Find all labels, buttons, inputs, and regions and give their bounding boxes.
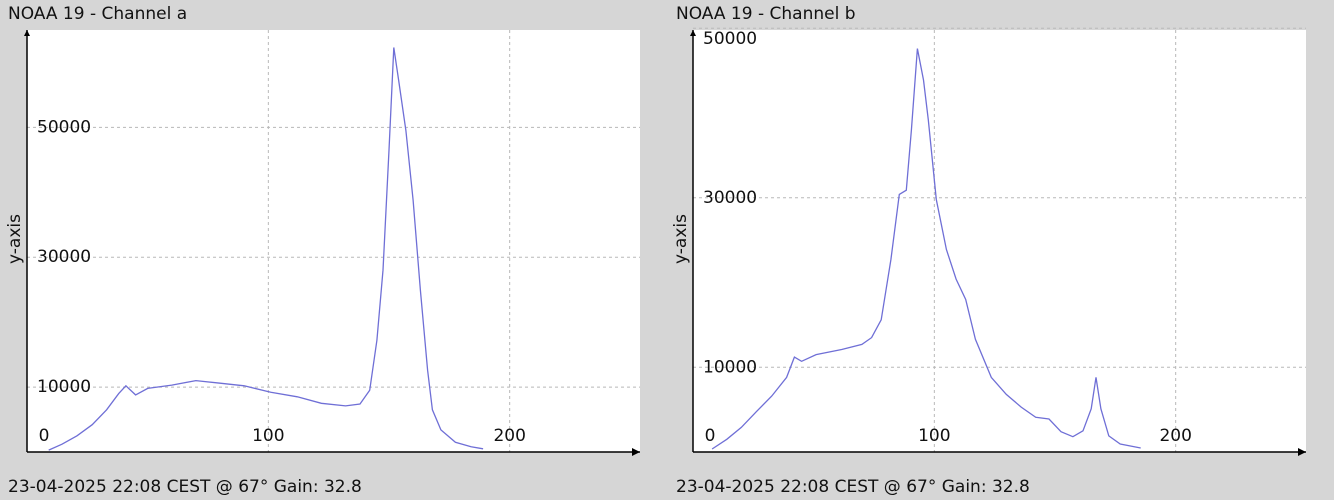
y-tick-label: 50000: [37, 117, 91, 137]
chart-panel: NOAA 19 - Channel a 23-04-2025 22:08 CEST…: [5, 4, 640, 497]
y-tick-label: 10000: [703, 357, 757, 377]
x-axis-arrow: [632, 448, 640, 456]
x-tick-label: 0: [705, 426, 716, 446]
y-axis-arrow: [24, 30, 30, 36]
y-tick-label: 30000: [703, 188, 757, 208]
y-tick-label: 50000: [703, 29, 757, 49]
y-axis-label: y-axis: [5, 214, 25, 264]
chart-title: NOAA 19 - Channel b: [676, 4, 856, 24]
y-tick-label: 30000: [37, 247, 91, 267]
x-tick-label: 200: [493, 426, 525, 446]
chart-title: NOAA 19 - Channel a: [8, 4, 187, 24]
data-line: [711, 48, 1141, 450]
data-line: [48, 47, 484, 451]
chart-panel: NOAA 19 - Channel b 23-04-2025 22:08 CEST…: [671, 4, 1306, 497]
x-tick-label: 0: [39, 426, 50, 446]
y-axis-label: y-axis: [671, 214, 691, 264]
x-tick-label: 100: [252, 426, 284, 446]
plot-area: [693, 30, 1306, 452]
footer-text: 23-04-2025 22:08 CEST @ 67° Gain: 32.8: [676, 477, 1030, 497]
x-tick-label: 100: [918, 426, 950, 446]
y-tick-label: 10000: [37, 377, 91, 397]
plot-area: [27, 30, 640, 452]
y-axis-arrow: [690, 30, 696, 36]
footer-text: 23-04-2025 22:08 CEST @ 67° Gain: 32.8: [8, 477, 362, 497]
x-axis-arrow: [1298, 448, 1306, 456]
x-tick-label: 200: [1159, 426, 1191, 446]
